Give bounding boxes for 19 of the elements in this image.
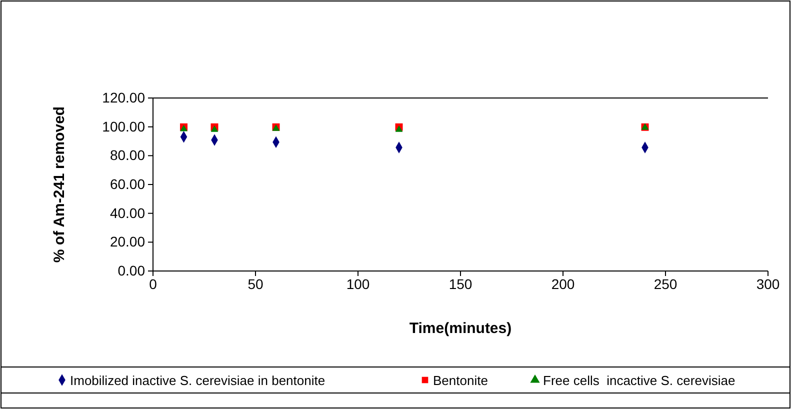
- legend-label: Imobilized inactive S. cerevisiae in bentonite: [70, 373, 326, 388]
- y-tick-label: 120.00: [102, 89, 146, 106]
- y-axis-title: % of Am-241 removed: [51, 106, 68, 263]
- y-tick-label: 20.00: [110, 234, 146, 250]
- y-tick-label: 40.00: [110, 204, 146, 221]
- y-tick-label: 60.00: [110, 176, 146, 192]
- x-tick-label: 100: [346, 276, 370, 292]
- x-tick-label: 250: [654, 276, 678, 292]
- x-tick-label: 50: [248, 276, 264, 292]
- y-tick-label: 100.00: [102, 118, 146, 134]
- x-tick-label: 150: [448, 276, 472, 292]
- x-axis-title: Time(minutes): [409, 320, 512, 337]
- legend-label: Free cells incactive S. cerevisiae: [543, 373, 736, 388]
- x-tick-label: 300: [756, 276, 780, 292]
- x-tick-label: 0: [149, 276, 158, 292]
- x-tick-label: 200: [551, 276, 575, 292]
- legend-label: Bentonite: [433, 373, 488, 388]
- y-tick-label: 80.00: [110, 147, 146, 164]
- y-tick-label: 0.00: [118, 262, 146, 278]
